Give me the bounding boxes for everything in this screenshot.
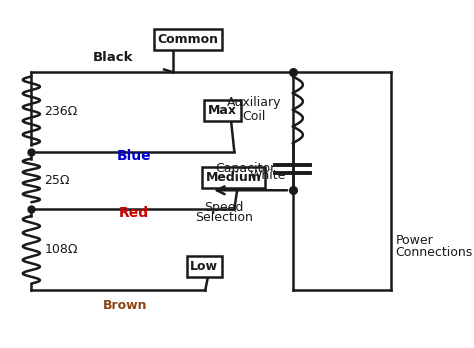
Text: Brown: Brown [103,299,148,312]
Text: Medium: Medium [206,171,261,184]
Text: Connections: Connections [395,246,473,259]
Text: 25Ω: 25Ω [44,174,70,187]
Text: Capacitor: Capacitor [215,163,275,175]
Text: Black: Black [92,50,133,64]
Text: Red: Red [119,206,149,220]
Text: 108Ω: 108Ω [44,243,78,256]
Text: White: White [249,169,286,182]
Text: Coil: Coil [242,110,266,123]
Text: Max: Max [208,104,237,117]
Text: Auxiliary: Auxiliary [227,96,281,109]
Text: Common: Common [157,33,219,46]
Text: Selection: Selection [195,211,253,224]
Text: Low: Low [191,260,219,273]
Text: Blue: Blue [117,149,152,163]
Text: 236Ω: 236Ω [44,105,77,118]
Text: Power: Power [395,234,433,247]
Text: Speed: Speed [204,200,244,214]
